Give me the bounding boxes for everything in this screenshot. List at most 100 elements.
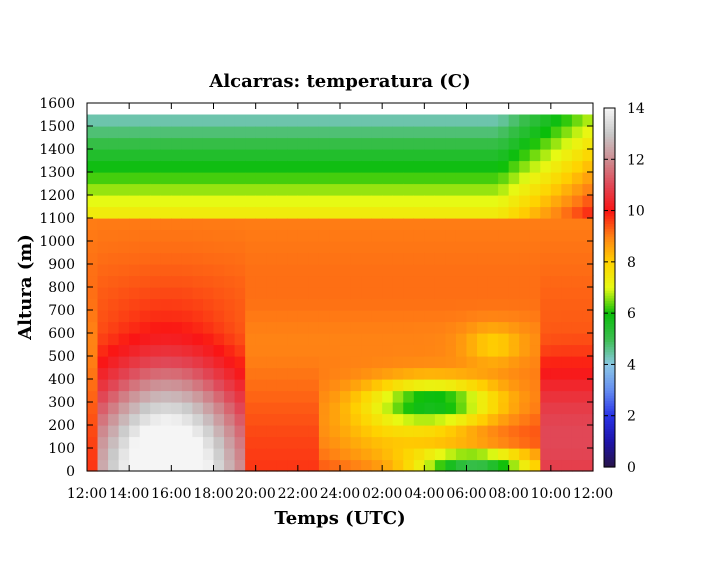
heatmap-cell bbox=[276, 160, 288, 173]
heatmap-cell bbox=[297, 241, 309, 254]
colorbar-segment bbox=[604, 284, 615, 289]
heatmap-cell bbox=[150, 149, 162, 162]
heatmap-cell bbox=[561, 310, 573, 323]
heatmap-cell bbox=[413, 333, 425, 346]
heatmap-cell bbox=[519, 114, 531, 127]
heatmap-cell bbox=[540, 344, 552, 357]
heatmap-cell bbox=[540, 298, 552, 311]
heatmap-cell bbox=[97, 183, 109, 196]
heatmap-cell bbox=[350, 149, 362, 162]
heatmap-cell bbox=[181, 172, 194, 185]
heatmap-cell bbox=[245, 436, 257, 449]
heatmap-cell bbox=[424, 459, 436, 472]
heatmap-cell bbox=[202, 425, 215, 438]
heatmap-cell bbox=[276, 436, 288, 449]
heatmap-cell bbox=[287, 275, 299, 288]
heatmap-cell bbox=[455, 448, 468, 461]
heatmap-cell bbox=[87, 229, 99, 242]
heatmap-cell bbox=[561, 321, 573, 334]
heatmap-cell bbox=[529, 310, 541, 323]
heatmap-cell bbox=[160, 436, 172, 449]
heatmap-cell bbox=[445, 195, 457, 208]
heatmap-cell bbox=[392, 114, 404, 127]
heatmap-cell bbox=[150, 448, 162, 461]
heatmap-cell bbox=[202, 321, 215, 334]
colorbar-segment bbox=[604, 149, 615, 153]
heatmap-cell bbox=[255, 206, 267, 219]
heatmap-cell bbox=[308, 218, 320, 231]
heatmap-cell bbox=[455, 218, 468, 231]
colorbar-segment bbox=[604, 266, 615, 271]
colorbar-segment bbox=[604, 177, 615, 181]
heatmap-cell bbox=[550, 206, 562, 219]
heatmap-cell bbox=[308, 172, 320, 185]
heatmap-cell bbox=[571, 195, 584, 208]
heatmap-cell bbox=[150, 252, 162, 265]
heatmap-cell bbox=[445, 333, 457, 346]
heatmap-cell bbox=[139, 379, 151, 392]
heatmap-cell bbox=[382, 264, 394, 277]
heatmap-cell bbox=[540, 241, 552, 254]
heatmap-cell bbox=[361, 379, 373, 392]
heatmap-cell bbox=[382, 402, 394, 415]
heatmap-cell bbox=[361, 126, 373, 139]
heatmap-cell bbox=[361, 206, 373, 219]
heatmap-cell bbox=[181, 379, 194, 392]
heatmap-cell bbox=[171, 459, 183, 472]
heatmap-cell bbox=[318, 321, 331, 334]
heatmap-cell bbox=[550, 218, 562, 231]
heatmap-cell bbox=[350, 252, 362, 265]
y-tick-label: 800 bbox=[48, 280, 75, 296]
heatmap-cell bbox=[529, 298, 541, 311]
heatmap-cell bbox=[403, 229, 415, 242]
heatmap-cell bbox=[266, 172, 278, 185]
heatmap-cell bbox=[224, 310, 236, 323]
heatmap-cell bbox=[234, 402, 246, 415]
heatmap-cell bbox=[87, 356, 99, 369]
heatmap-cell bbox=[413, 264, 425, 277]
heatmap-cell bbox=[392, 459, 404, 472]
heatmap-cell bbox=[582, 252, 594, 265]
heatmap-cell bbox=[329, 229, 341, 242]
heatmap-cell bbox=[361, 264, 373, 277]
heatmap-cell bbox=[329, 149, 341, 162]
heatmap-cell bbox=[192, 310, 204, 323]
heatmap-cell bbox=[118, 448, 130, 461]
heatmap-cell bbox=[87, 114, 99, 127]
heatmap-cell bbox=[382, 287, 394, 300]
heatmap-cell bbox=[477, 367, 489, 380]
heatmap-cell bbox=[498, 321, 510, 334]
heatmap-cell bbox=[466, 172, 478, 185]
heatmap-cell bbox=[434, 356, 447, 369]
colorbar-segment bbox=[604, 451, 615, 455]
heatmap-cell bbox=[108, 321, 120, 334]
heatmap-cell bbox=[87, 425, 99, 438]
heatmap-cell bbox=[434, 126, 447, 139]
heatmap-cell bbox=[350, 310, 362, 323]
heatmap-cell bbox=[266, 149, 278, 162]
heatmap-cell bbox=[487, 425, 499, 438]
heatmap-cell bbox=[445, 287, 457, 300]
heatmap-cell bbox=[329, 218, 341, 231]
heatmap-cell bbox=[350, 218, 362, 231]
heatmap-cell bbox=[318, 344, 331, 357]
heatmap-cell bbox=[392, 425, 404, 438]
colorbar-segment bbox=[604, 254, 615, 258]
heatmap-cell bbox=[181, 344, 194, 357]
heatmap-cell bbox=[255, 183, 267, 196]
heatmap-cell bbox=[487, 149, 499, 162]
heatmap-cell bbox=[245, 218, 257, 231]
heatmap-cell bbox=[97, 459, 109, 472]
heatmap-cell bbox=[361, 298, 373, 311]
heatmap-cell bbox=[519, 459, 531, 472]
colorbar-segment bbox=[604, 215, 615, 219]
heatmap-cell bbox=[403, 126, 415, 139]
colorbar-segment bbox=[604, 154, 615, 158]
heatmap-cell bbox=[255, 390, 267, 403]
heatmap-cell bbox=[340, 218, 352, 231]
heatmap-cell bbox=[160, 241, 172, 254]
colorbar-segment bbox=[604, 315, 615, 319]
colorbar-segment bbox=[604, 402, 615, 407]
heatmap-cell bbox=[202, 298, 215, 311]
heatmap-cell bbox=[403, 160, 415, 173]
